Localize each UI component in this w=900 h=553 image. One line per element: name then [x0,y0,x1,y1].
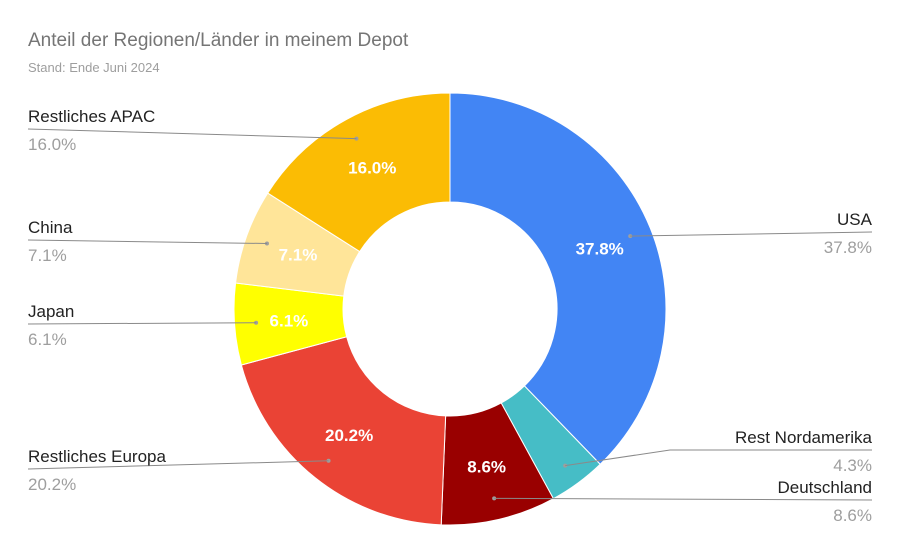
legend-value-restliches-apac: 16.0% [28,135,76,154]
leader-line-china [27,239,267,244]
leader-line-usa [630,231,873,237]
legend-value-japan: 6.1% [28,330,67,349]
leader-line-restliches-europa [27,460,329,470]
legend-value-deutschland: 8.6% [833,506,872,525]
legend-value-china: 7.1% [28,246,67,265]
slice-label-restliches-apac: 16.0% [348,158,396,177]
slice-label-usa: 37.8% [576,239,624,258]
slice-label-china: 7.1% [279,246,318,265]
legend-name-china: China [28,218,73,237]
slice-label-japan: 6.1% [270,311,309,330]
legend-name-japan: Japan [28,302,74,321]
slice-label-restliches-europa: 20.2% [325,426,373,445]
leader-line-restliches-apac [27,128,357,140]
legend-name-deutschland: Deutschland [777,478,872,497]
slice-restliches-europa [240,336,447,526]
leader-line-deutschland [494,497,873,501]
legend-name-usa: USA [837,210,873,229]
legend-value-usa: 37.8% [824,238,872,257]
chart-subtitle: Stand: Ende Juni 2024 [28,60,160,75]
leader-line-japan [27,322,257,325]
slice-label-deutschland: 8.6% [467,457,506,476]
legend-name-rest-nordamerika: Rest Nordamerika [735,428,873,447]
slice-usa [449,92,667,465]
legend-value-rest-nordamerika: 4.3% [833,456,872,475]
leader-line-rest-nordamerika [565,449,872,467]
chart-title: Anteil der Regionen/Länder in meinem Dep… [28,30,409,51]
legend-name-restliches-apac: Restliches APAC [28,107,155,126]
legend-name-restliches-europa: Restliches Europa [28,447,167,466]
slice-restliches-apac [267,92,451,253]
legend-value-restliches-europa: 20.2% [28,475,76,494]
